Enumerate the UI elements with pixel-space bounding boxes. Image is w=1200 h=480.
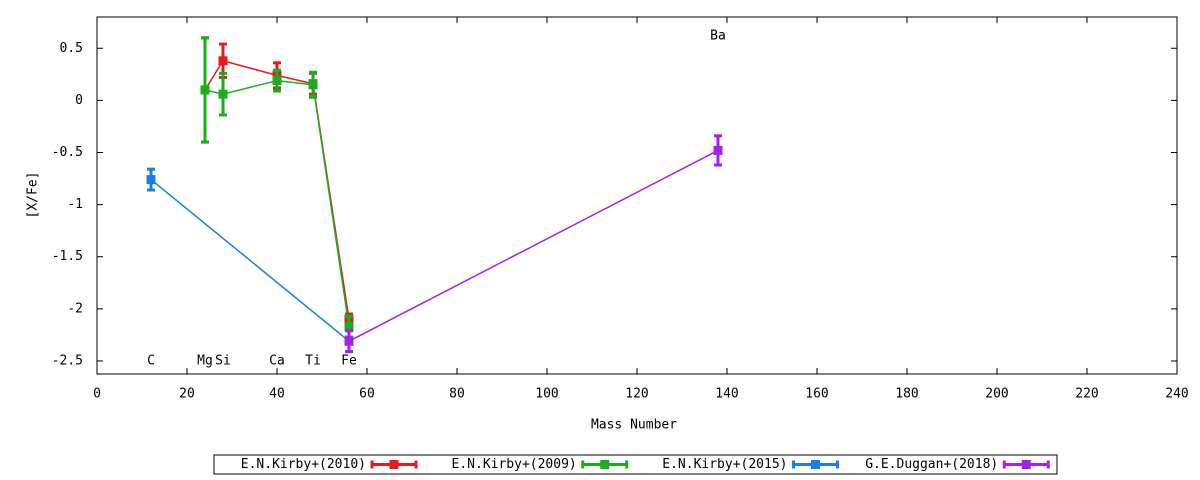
legend-label: E.N.Kirby+(2015) — [662, 457, 787, 472]
marker — [146, 175, 156, 185]
x-axis-label: Mass Number — [591, 418, 677, 433]
marker — [218, 56, 228, 66]
x-tick-label: 160 — [805, 387, 828, 402]
x-tick-label: 140 — [715, 387, 738, 402]
x-tick-label: 200 — [985, 387, 1008, 402]
annotation: Ba — [710, 28, 726, 43]
series-line — [150, 179, 350, 342]
x-tick-label: 0 — [93, 387, 101, 402]
annotation: Fe — [341, 353, 357, 368]
series-line — [348, 149, 719, 342]
y-tick-label: -2 — [67, 301, 83, 316]
marker — [344, 336, 354, 346]
series — [200, 36, 354, 339]
marker — [218, 89, 228, 99]
marker — [344, 322, 354, 332]
marker — [200, 85, 210, 95]
x-tick-label: 20 — [179, 387, 195, 402]
legend-swatch — [600, 460, 610, 469]
x-tick-label: 240 — [1165, 387, 1188, 402]
marker — [713, 145, 723, 155]
x-tick-label: 60 — [359, 387, 375, 402]
x-tick-label: 120 — [625, 387, 648, 402]
x-tick-label: 80 — [449, 387, 465, 402]
legend-label: G.E.Duggan+(2018) — [865, 457, 998, 472]
legend-swatch — [1021, 460, 1031, 469]
annotation: Ti — [305, 353, 321, 368]
x-tick-label: 220 — [1075, 387, 1098, 402]
y-axis-label: [X/Fe] — [26, 172, 41, 219]
annotation: Ca — [269, 353, 285, 368]
marker — [308, 80, 318, 90]
legend-box — [213, 454, 1058, 475]
series-line — [204, 79, 350, 327]
annotation: Mg — [197, 353, 213, 368]
x-tick-label: 100 — [535, 387, 558, 402]
y-tick-label: 0.5 — [60, 41, 83, 56]
x-tick-label: 180 — [895, 387, 918, 402]
y-tick-label: -1 — [67, 197, 83, 212]
series — [146, 167, 354, 354]
y-tick-label: -1.5 — [52, 249, 83, 264]
series-line — [204, 59, 350, 320]
x-tick-label: 40 — [269, 387, 285, 402]
y-tick-label: -2.5 — [52, 353, 83, 368]
legend-swatch — [811, 460, 820, 469]
y-tick-label: 0 — [75, 93, 83, 108]
annotation: C — [147, 353, 155, 368]
y-tick-label: -0.5 — [52, 145, 83, 160]
legend-swatch — [389, 460, 399, 469]
marker — [272, 76, 282, 86]
annotation: Si — [215, 353, 231, 368]
legend-label: E.N.Kirby+(2009) — [452, 457, 577, 472]
series — [344, 134, 723, 354]
legend-label: E.N.Kirby+(2010) — [241, 457, 366, 472]
